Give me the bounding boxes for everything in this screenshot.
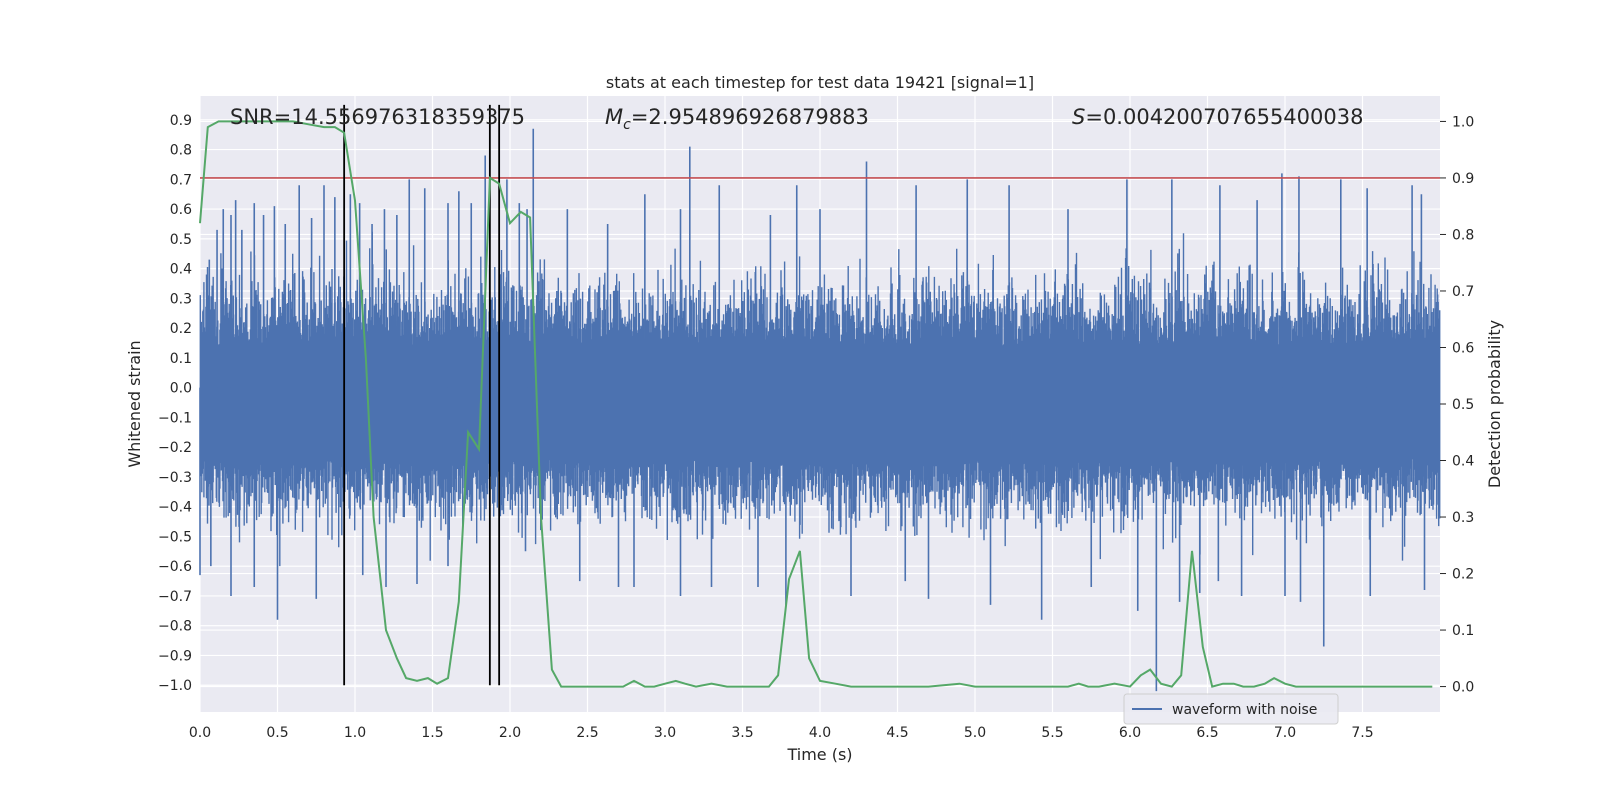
y-tick-label: −0.2 bbox=[158, 440, 192, 456]
x-tick-label: 4.0 bbox=[809, 725, 831, 741]
y-tick-label: 0.0 bbox=[170, 381, 192, 397]
mc-subscript: c bbox=[623, 117, 631, 133]
waveform-series bbox=[199, 128, 1441, 692]
chirp-mass-annotation: Mc=2.954896926879883 bbox=[605, 105, 869, 133]
y-tick-label: 0.8 bbox=[170, 143, 192, 159]
y2-tick-label: 1.0 bbox=[1452, 114, 1474, 130]
y-tick-label: 0.9 bbox=[170, 113, 192, 129]
y-tick-label: 0.3 bbox=[170, 291, 192, 307]
x-tick-label: 5.0 bbox=[964, 725, 986, 741]
y-tick-label: 0.7 bbox=[170, 172, 192, 188]
y-axis-label: Whitened strain bbox=[125, 340, 144, 467]
legend: waveform with noise bbox=[1123, 693, 1339, 725]
legend-label: waveform with noise bbox=[1172, 702, 1317, 718]
x-tick-label: 2.5 bbox=[576, 725, 598, 741]
y2-tick-label: 0.3 bbox=[1452, 510, 1474, 526]
chart-title: stats at each timestep for test data 194… bbox=[606, 73, 1034, 92]
x-tick-label: 3.5 bbox=[731, 725, 753, 741]
x-tick-label: 5.5 bbox=[1041, 725, 1063, 741]
x-tick-labels: 0.0 0.5 1.0 1.5 2.0 2.5 3.0 3.5 4.0 4.5 5.0 5.5 6.0 6… bbox=[189, 725, 1374, 741]
x-tick-label: 7.0 bbox=[1274, 725, 1296, 741]
y-tick-label: 0.6 bbox=[170, 202, 192, 218]
y-tick-label: 0.2 bbox=[170, 321, 192, 337]
x-tick-label: 0.5 bbox=[266, 725, 288, 741]
y2-tick-label: 0.8 bbox=[1452, 227, 1474, 243]
s-value: =0.004200707655400038 bbox=[1085, 105, 1363, 129]
x-tick-label: 6.0 bbox=[1119, 725, 1141, 741]
y-tick-label: −0.4 bbox=[158, 500, 192, 516]
waveform-noise bbox=[199, 231, 1441, 567]
y-tick-label: −1.0 bbox=[158, 678, 192, 694]
detection-probability-line bbox=[199, 120, 1433, 688]
y2-tick-label: 0.4 bbox=[1452, 454, 1474, 470]
y2-tick-label: 0.2 bbox=[1452, 567, 1474, 583]
y2-tick-label: 0.9 bbox=[1452, 171, 1474, 187]
x-tick-label: 4.5 bbox=[886, 725, 908, 741]
y2-tick-label: 0.1 bbox=[1452, 623, 1474, 639]
x-axis-label: Time (s) bbox=[786, 745, 852, 764]
s-annotation: S=0.004200707655400038 bbox=[1072, 105, 1363, 129]
y2-tick-labels: 1.0 0.9 0.8 0.7 0.6 0.5 0.4 0.3 0.2 0.1 0.0 bbox=[1440, 114, 1474, 696]
legend-box bbox=[1123, 693, 1339, 725]
x-tick-label: 6.5 bbox=[1196, 725, 1218, 741]
y-tick-label: −0.6 bbox=[158, 559, 192, 575]
x-tick-label: 2.0 bbox=[499, 725, 521, 741]
y2-tick-label: 0.5 bbox=[1452, 397, 1474, 413]
y-tick-label: 0.5 bbox=[170, 232, 192, 248]
x-tick-label: 1.0 bbox=[344, 725, 366, 741]
y-tick-label: −0.3 bbox=[158, 470, 192, 486]
mc-value: =2.954896926879883 bbox=[631, 105, 869, 129]
y-tick-labels: 0.9 0.8 0.7 0.6 0.5 0.4 0.3 0.2 0.1 0.0 −0.1 −0.2 −0… bbox=[158, 113, 192, 694]
s-symbol: S bbox=[1072, 105, 1085, 129]
x-tick-label: 0.0 bbox=[189, 725, 211, 741]
y-tick-label: −0.8 bbox=[158, 619, 192, 635]
y-tick-label: 0.1 bbox=[170, 351, 192, 367]
x-tick-label: 3.0 bbox=[654, 725, 676, 741]
y-tick-label: −0.1 bbox=[158, 410, 192, 426]
y-tick-label: −0.7 bbox=[158, 589, 192, 605]
x-tick-label: 1.5 bbox=[421, 725, 443, 741]
y2-axis-label: Detection probability bbox=[1485, 320, 1504, 488]
y2-tick-label: 0.6 bbox=[1452, 340, 1474, 356]
mc-symbol: M bbox=[605, 105, 623, 129]
y2-tick-label: 0.0 bbox=[1452, 680, 1474, 696]
y2-tick-label: 0.7 bbox=[1452, 284, 1474, 300]
y-tick-label: −0.9 bbox=[158, 648, 192, 664]
x-tick-label: 7.5 bbox=[1351, 725, 1373, 741]
y-tick-label: 0.4 bbox=[170, 262, 192, 278]
snr-annotation: SNR=14.556976318359375 bbox=[230, 105, 525, 129]
y-tick-label: −0.5 bbox=[158, 529, 192, 545]
